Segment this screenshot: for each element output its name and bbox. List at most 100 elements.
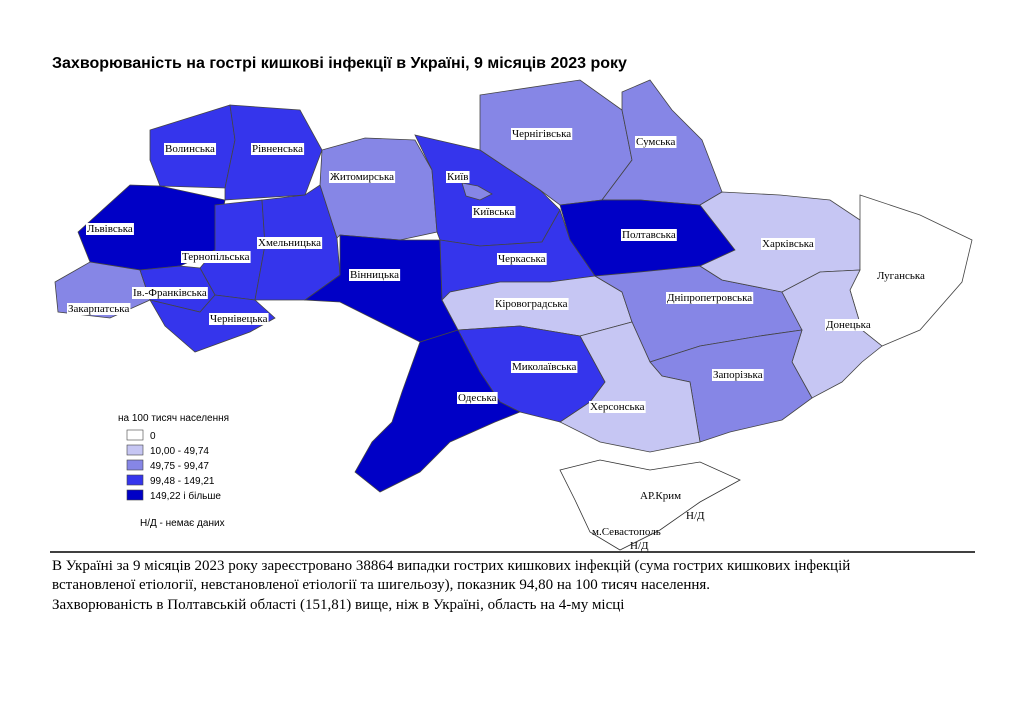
region-label: Кіровоградська	[495, 298, 568, 310]
region	[354, 329, 521, 493]
legend-swatch	[126, 459, 144, 471]
region-label-group: Черкаська	[497, 253, 547, 265]
region-label-group: Житомирська	[329, 171, 396, 183]
region-labels: Волинська Рівненська Львівська Тернопільськ…	[67, 128, 927, 413]
region-label-group: Донецька	[825, 319, 872, 331]
crimea-label: АР.Крим	[640, 490, 681, 502]
region-label: Херсонська	[590, 401, 645, 413]
region-label-group: Сумська	[635, 136, 677, 148]
label-background	[257, 237, 323, 249]
region-label: Черкаська	[498, 253, 546, 265]
region-label-group: Луганська	[876, 270, 927, 282]
note: В Україні за 9 місяців 2023 року зареєст…	[52, 558, 850, 574]
legend-swatch	[126, 489, 144, 501]
region-label-group: Волинська	[164, 143, 217, 155]
label-background	[446, 171, 470, 183]
region-label: Київ	[447, 171, 468, 183]
sevastopol-label: м.Севастополь	[592, 526, 661, 538]
region-label: Харківська	[762, 238, 814, 250]
region-label: Сумська	[636, 136, 675, 148]
region-label-group: Вінницька	[349, 269, 401, 281]
region-label-group: Дніпропетровська	[666, 292, 754, 304]
region-label-group: Львівська	[86, 223, 134, 235]
label-background	[181, 251, 251, 263]
region-label: Ів.-Франківська	[133, 287, 207, 299]
region	[319, 137, 438, 241]
label-background	[761, 238, 815, 250]
map-title: Захворюваність на гострі кишкові інфекці…	[52, 55, 627, 72]
label-background	[666, 292, 754, 304]
legend-label: 149,22 і більше	[150, 490, 221, 502]
crimea-no-data: Н/Д	[686, 510, 705, 522]
label-background	[132, 287, 208, 299]
region-label: Житомирська	[330, 171, 394, 183]
region-label: Волинська	[165, 143, 215, 155]
region-label: Тернопільська	[182, 251, 250, 263]
label-background	[635, 136, 677, 148]
label-background	[589, 401, 646, 413]
region	[461, 182, 493, 201]
region-label-group: Харківська	[761, 238, 815, 250]
region-label: Вінницька	[350, 269, 399, 281]
region-label: Київська	[473, 206, 514, 218]
region-label-group: Одеська	[457, 392, 498, 404]
legend-swatch	[126, 429, 144, 441]
legend: 0 10,00 - 49,74 49,75 - 99,47 99,48 - 149,2…	[126, 429, 221, 502]
region-label: Запорізька	[713, 369, 763, 381]
note: встановленої етіології, невстановленої е…	[52, 577, 710, 593]
legend-label: 0	[150, 431, 156, 442]
region-label-group: Закарпатська	[67, 303, 131, 315]
region-label: Луганська	[877, 270, 925, 282]
region-label: Чернівецька	[210, 313, 268, 325]
region-label-group: Ів.-Франківська	[132, 287, 208, 299]
legend-swatch	[126, 474, 144, 486]
label-background	[329, 171, 396, 183]
region-label-group: Київська	[472, 206, 516, 218]
label-background	[67, 303, 131, 315]
sevastopol-no-data: Н/Д	[630, 540, 649, 552]
legend-swatch	[126, 444, 144, 456]
label-background	[712, 369, 764, 381]
label-background	[511, 361, 578, 373]
label-background	[876, 270, 927, 282]
region-label: Полтавська	[622, 229, 676, 241]
region-label: Одеська	[458, 392, 497, 404]
region-label-group: Херсонська	[589, 401, 646, 413]
region-label: Донецька	[826, 319, 871, 331]
region-label-group: Рівненська	[251, 143, 305, 155]
label-background	[825, 319, 872, 331]
label-background	[621, 229, 677, 241]
label-background	[251, 143, 305, 155]
region-label: Рівненська	[252, 143, 303, 155]
region-label-group: Полтавська	[621, 229, 677, 241]
label-background	[511, 128, 573, 140]
legend-label: 10,00 - 49,74	[150, 446, 209, 457]
crimea-shape	[559, 459, 741, 551]
region-label-group: Миколаївська	[511, 361, 578, 373]
label-background	[86, 223, 134, 235]
label-background	[494, 298, 569, 310]
note: Захворюваність в Полтавській області (15…	[52, 597, 624, 613]
legend-title: на 100 тисяч населення	[118, 413, 229, 424]
region-label: Миколаївська	[512, 361, 576, 373]
region-label-group: Чернівецька	[209, 313, 269, 325]
region-label: Чернігівська	[512, 128, 571, 140]
region-label-group: Тернопільська	[181, 251, 251, 263]
label-background	[472, 206, 516, 218]
label-background	[164, 143, 217, 155]
label-background	[497, 253, 547, 265]
legend-label: 49,75 - 99,47	[150, 461, 209, 472]
regions	[54, 79, 973, 493]
label-background	[209, 313, 269, 325]
region-label: Дніпропетровська	[667, 292, 752, 304]
region-label: Львівська	[87, 223, 133, 235]
region-label-group: Хмельницька	[257, 237, 323, 249]
region-label: Хмельницька	[258, 237, 321, 249]
label-background	[349, 269, 401, 281]
region-label: Закарпатська	[68, 303, 129, 315]
region-label-group: Чернігівська	[511, 128, 573, 140]
legend-label: 99,48 - 149,21	[150, 476, 215, 487]
region-label-group: Кіровоградська	[494, 298, 569, 310]
no-data-note: Н/Д - немає даних	[140, 518, 225, 529]
